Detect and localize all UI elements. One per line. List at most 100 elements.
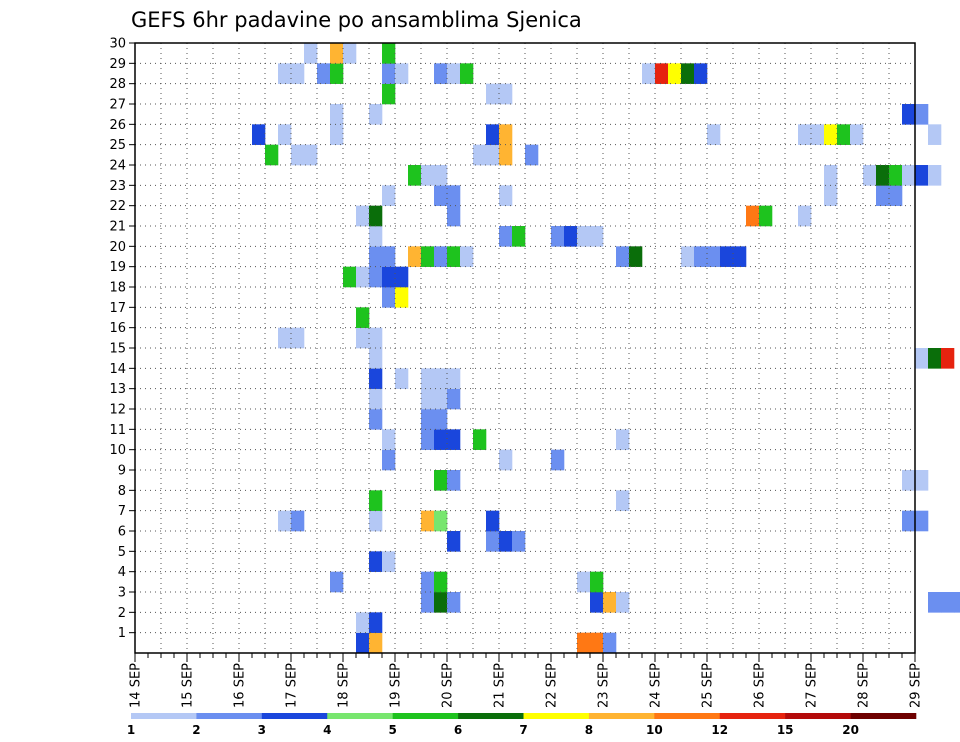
heatmap-cell (655, 63, 669, 84)
heatmap-cell (876, 185, 890, 206)
heatmap-cell (395, 287, 409, 308)
heatmap-cell (616, 429, 630, 450)
heatmap-cell (356, 266, 370, 288)
heatmap-cell (733, 246, 747, 267)
heatmap-cell (330, 43, 344, 64)
heatmap-cell (954, 592, 960, 613)
y-tick-label: 24 (109, 159, 126, 174)
heatmap-cell (824, 165, 838, 186)
colorbar-label: 20 (842, 723, 859, 737)
heatmap-cell (798, 124, 812, 145)
heatmap-cell (551, 226, 565, 247)
x-tick-label: 18 SEP (337, 663, 352, 708)
colorbar-swatch (850, 713, 917, 719)
y-tick-label: 4 (118, 565, 126, 580)
y-tick-label: 9 (118, 464, 126, 479)
x-tick-label: 28 SEP (857, 663, 872, 708)
colorbar-swatch (327, 713, 393, 719)
heatmap-cell (447, 246, 461, 267)
heatmap-cell (278, 327, 292, 349)
heatmap-cell (876, 165, 890, 186)
heatmap-cell (421, 409, 435, 430)
heatmap-cell (330, 104, 344, 125)
heatmap-cell (408, 165, 422, 186)
heatmap-cell (369, 104, 383, 125)
x-tick-label: 27 SEP (805, 663, 820, 708)
heatmap-cell (824, 124, 838, 145)
heatmap-cell (902, 510, 916, 532)
gridlines (135, 43, 915, 653)
heatmap-cell (395, 63, 409, 84)
heatmap-cell (902, 104, 916, 125)
y-tick-label: 21 (109, 220, 126, 235)
y-tick-label: 30 (109, 37, 126, 52)
heatmap-cell (356, 205, 370, 227)
heatmap-cell (369, 368, 383, 389)
y-tick-label: 12 (109, 403, 126, 418)
colorbar-swatch (458, 713, 524, 719)
heatmap-cell (304, 43, 318, 64)
x-tick-label: 26 SEP (753, 663, 768, 708)
heatmap-cell (577, 226, 591, 247)
heatmap-cell (915, 104, 929, 125)
heatmap-cell (434, 409, 448, 430)
heatmap-cell (447, 63, 461, 84)
x-tick-label: 14 SEP (129, 663, 144, 708)
heatmap-cell (642, 63, 656, 84)
heatmap-cell (278, 63, 292, 84)
heatmap-cell (564, 226, 578, 247)
heatmap-cell (434, 246, 448, 267)
heatmap-cell (265, 144, 279, 166)
heatmap-cell (369, 327, 383, 349)
y-tick-label: 3 (118, 586, 126, 601)
heatmap-cell (291, 327, 305, 349)
y-axis: 1234567891011121314151617181920212223242… (109, 37, 135, 641)
heatmap-cell (928, 348, 942, 369)
heatmap-cell (681, 246, 695, 267)
heatmap-cell (421, 429, 435, 450)
colorbar-swatch (785, 713, 851, 719)
heatmap-cell (382, 266, 396, 288)
heatmap-cell (369, 510, 383, 532)
x-tick-label: 24 SEP (649, 663, 664, 708)
heatmap-cell (421, 368, 435, 389)
colorbar-label: 6 (454, 723, 462, 737)
heatmap-cell (395, 266, 409, 288)
heatmap-cell (460, 63, 474, 84)
heatmap-cell (369, 388, 383, 410)
heatmap-cell (369, 632, 383, 654)
colorbar-swatch (261, 713, 328, 719)
x-tick-label: 22 SEP (545, 663, 560, 708)
heatmap-cell (928, 592, 942, 613)
colorbar-label: 12 (711, 723, 728, 737)
heatmap-cell (486, 144, 500, 166)
heatmap-cell (850, 124, 864, 145)
heatmap-cell (941, 348, 955, 369)
heatmap-cell (928, 124, 942, 145)
colorbar-swatch (131, 713, 197, 719)
y-tick-label: 11 (109, 423, 126, 438)
y-tick-label: 7 (118, 504, 126, 519)
colorbar-label: 10 (646, 723, 663, 737)
heatmap-cell (434, 429, 448, 450)
colorbar-swatch (654, 713, 721, 719)
colorbar-swatch (719, 713, 786, 719)
heatmap-cell (486, 510, 500, 532)
heatmap-cell (525, 144, 539, 166)
heatmap-cell (382, 551, 396, 572)
heatmap-cell (343, 43, 357, 64)
heatmap-cell (694, 63, 708, 84)
colorbar-swatch (588, 713, 655, 719)
x-tick-label: 25 SEP (701, 663, 716, 708)
heatmap-cell (720, 246, 734, 267)
heatmap-cell (928, 165, 942, 186)
heatmap-cell (421, 388, 435, 410)
heatmap-cell (447, 368, 461, 389)
heatmap-cell (408, 246, 422, 267)
y-tick-label: 23 (109, 179, 126, 194)
heatmap-cell (291, 144, 305, 166)
heatmap-cell (278, 124, 292, 145)
heatmap-cell (395, 368, 409, 389)
heatmap-cell (369, 490, 383, 511)
